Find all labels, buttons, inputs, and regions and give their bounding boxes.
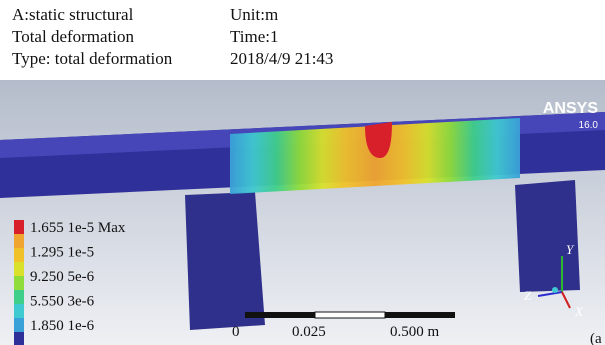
screenshot: A:static structural Total deformation Ty… (0, 0, 605, 345)
legend-entry: 1.655 1e-5 Max (30, 220, 126, 236)
axis-x: X (574, 304, 584, 319)
result: Total deformation (12, 27, 135, 46)
unit: Unit:m (230, 5, 278, 24)
legend-entry: 9.250 5e-6 (30, 269, 95, 285)
legend-entry: 5.550 3e-6 (30, 294, 95, 310)
axis-z: Z (524, 288, 532, 303)
logo-name: ANSYS (543, 100, 598, 117)
type: Type: total deformation (12, 49, 173, 68)
scale-label: 0 (232, 324, 240, 340)
figure-label: (a (590, 331, 602, 345)
legend-entry: 1.850 1e-6 (30, 318, 95, 334)
scale-label: 0.025 (292, 324, 326, 340)
legend-colors (14, 220, 24, 345)
analysis: A:static structural (12, 5, 134, 24)
header: A:static structural Total deformation Ty… (12, 5, 333, 68)
legend-entry: 1.295 1e-5 (30, 245, 94, 261)
scale-label: 0.500 m (390, 324, 440, 340)
logo-version: 16.0 (579, 120, 599, 131)
time: Time:1 (230, 27, 279, 46)
date: 2018/4/9 21:43 (230, 49, 333, 68)
